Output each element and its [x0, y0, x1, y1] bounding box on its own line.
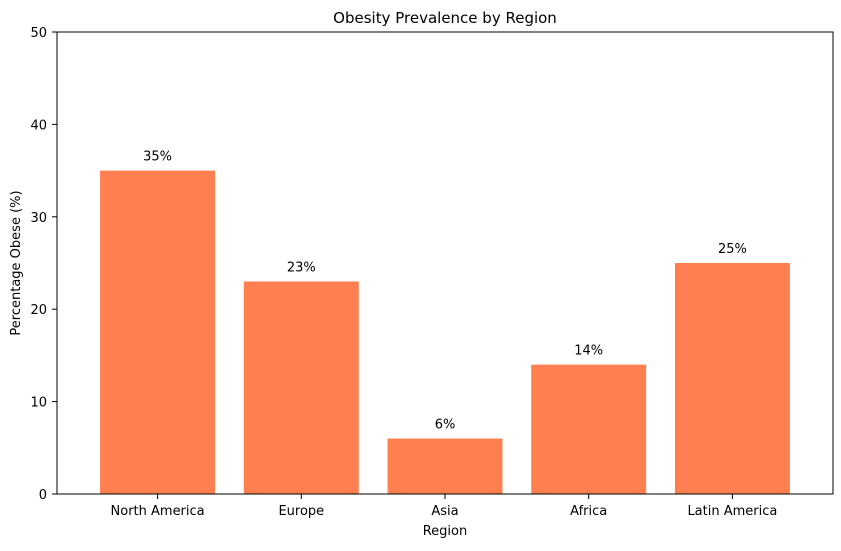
y-tick-label: 20 [30, 303, 47, 318]
chart-title: Obesity Prevalence by Region [333, 9, 557, 27]
bar [387, 438, 503, 494]
y-tick-label: 40 [30, 118, 47, 133]
bars-layer [100, 170, 790, 494]
bar [243, 281, 359, 494]
data-label: 23% [287, 260, 316, 275]
x-tick-label: Africa [570, 504, 607, 519]
x-axis-label: Region [423, 524, 468, 539]
bar [100, 170, 216, 494]
data-label: 35% [143, 150, 172, 165]
y-tick-label: 50 [30, 26, 47, 41]
plot-frame [56, 31, 834, 495]
bar [674, 263, 790, 494]
y-axis-label: Percentage Obese (%) [9, 190, 24, 335]
y-tick-label: 0 [39, 488, 47, 503]
data-label: 25% [718, 242, 747, 257]
data-label: 6% [435, 418, 456, 433]
data-labels-layer: 35% 23% 6% 14% 25% [143, 150, 747, 433]
x-tick-label: Asia [431, 504, 458, 519]
x-tick-label: North America [111, 504, 205, 519]
y-tick-label: 10 [30, 396, 47, 411]
axes-layer: North America Europe Asia Africa Latin Ameri… [30, 26, 834, 519]
x-tick-label: Europe [278, 504, 324, 519]
x-tick-label: Latin America [687, 504, 777, 519]
bar [531, 364, 647, 494]
y-tick-label: 30 [30, 211, 47, 226]
data-label: 14% [574, 344, 603, 359]
